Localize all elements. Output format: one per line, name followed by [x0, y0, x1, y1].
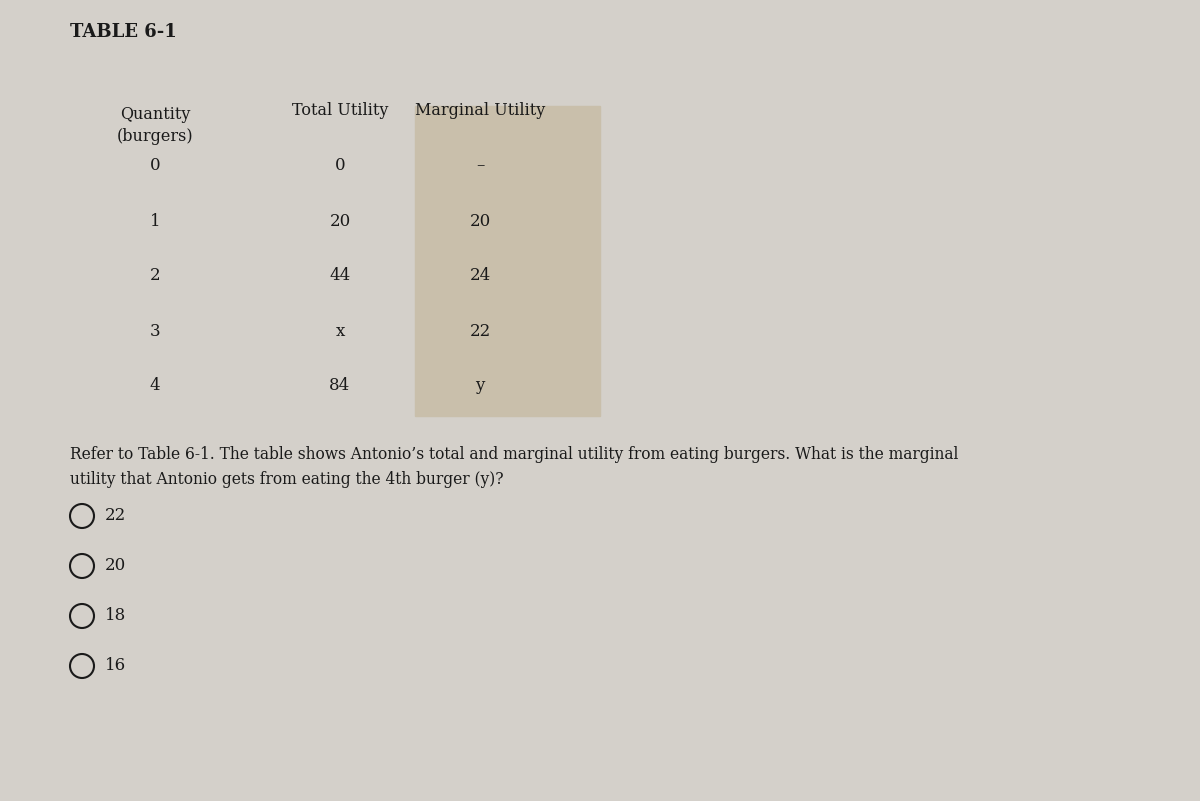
- Text: 24: 24: [469, 268, 491, 284]
- Text: 2: 2: [150, 268, 161, 284]
- Text: 44: 44: [329, 268, 350, 284]
- Text: 22: 22: [106, 508, 126, 525]
- Text: 4: 4: [150, 377, 161, 395]
- Text: 20: 20: [329, 212, 350, 230]
- Text: 0: 0: [335, 158, 346, 175]
- Text: Marginal Utility: Marginal Utility: [415, 102, 545, 119]
- Text: 18: 18: [106, 607, 126, 625]
- Text: 22: 22: [469, 323, 491, 340]
- Text: x: x: [335, 323, 344, 340]
- Text: TABLE 6-1: TABLE 6-1: [70, 23, 176, 41]
- Text: Refer to Table 6-1. The table shows Antonio’s total and marginal utility from ea: Refer to Table 6-1. The table shows Anto…: [70, 446, 959, 488]
- Text: 1: 1: [150, 212, 161, 230]
- Text: 20: 20: [106, 557, 126, 574]
- Text: Quantity
(burgers): Quantity (burgers): [116, 106, 193, 145]
- Bar: [415, 106, 600, 416]
- Text: 20: 20: [469, 212, 491, 230]
- Text: 3: 3: [150, 323, 161, 340]
- Text: Total Utility: Total Utility: [292, 102, 388, 119]
- Text: 16: 16: [106, 658, 126, 674]
- Text: y: y: [475, 377, 485, 395]
- Text: –: –: [476, 158, 484, 175]
- Text: 0: 0: [150, 158, 161, 175]
- Text: 84: 84: [329, 377, 350, 395]
